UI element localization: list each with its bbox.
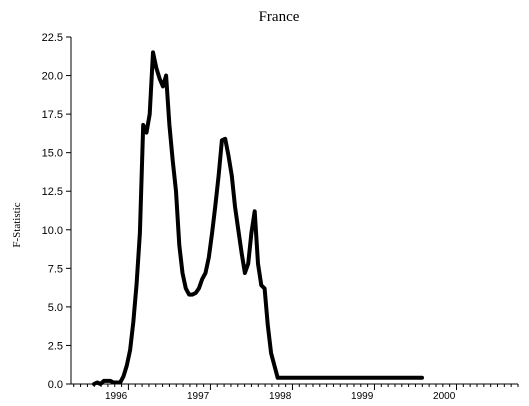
x-tick-label: 2000 [433, 391, 456, 402]
x-tick-label: 1998 [269, 391, 292, 402]
y-tick-label: 0.0 [48, 379, 63, 391]
y-tick-label: 5.0 [48, 302, 63, 314]
y-tick-label: 17.5 [42, 109, 63, 121]
y-tick-label: 22.5 [42, 32, 63, 44]
x-tick-label: 1999 [351, 391, 374, 402]
x-tick-label: 1997 [187, 391, 210, 402]
y-axis-ticks: 0.0 2.5 5.0 7.5 10.0 12.5 15.0 17.5 20.0 22.5 [42, 32, 71, 391]
y-tick-label: 15.0 [42, 148, 63, 160]
chart-title: France [259, 9, 300, 25]
x-tick-label: 1996 [105, 391, 128, 402]
y-axis-label: F-Statistic [11, 202, 23, 247]
y-tick-label: 2.5 [48, 340, 63, 352]
y-tick-label: 12.5 [42, 186, 63, 198]
y-tick-label: 10.0 [42, 225, 63, 237]
x-axis-ticks [73, 384, 519, 390]
y-tick-label: 7.5 [48, 263, 63, 275]
plot-frame [70, 37, 518, 385]
y-tick-label: 20.0 [42, 71, 63, 83]
series-line [92, 50, 424, 386]
x-axis-tick-labels: 1996 1997 1998 1999 2000 [105, 391, 456, 402]
